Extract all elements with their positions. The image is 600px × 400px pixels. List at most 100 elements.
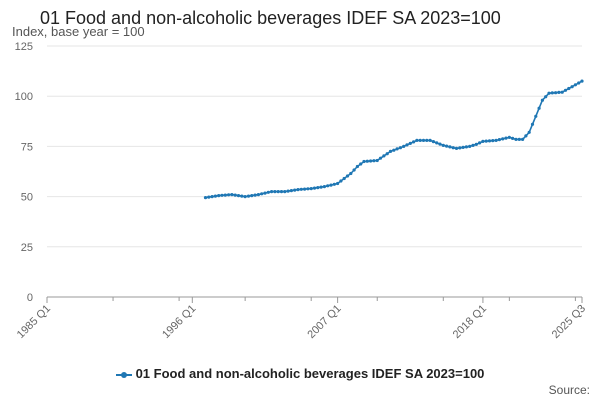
data-point — [461, 145, 465, 149]
data-point — [521, 137, 525, 141]
source-label: Source: — [548, 383, 590, 397]
data-point — [560, 90, 564, 94]
data-point — [355, 164, 359, 169]
data-point — [326, 184, 330, 188]
data-point — [510, 136, 515, 140]
data-point — [388, 149, 393, 153]
data-point — [408, 141, 412, 145]
data-point — [312, 186, 317, 190]
y-tick-label: 25 — [21, 242, 33, 254]
y-tick-label: 100 — [15, 91, 33, 103]
y-tick-label: 75 — [21, 141, 33, 153]
data-point — [299, 187, 303, 191]
data-point — [577, 81, 581, 85]
data-point — [256, 193, 260, 197]
data-point — [530, 122, 535, 126]
data-point — [276, 190, 280, 194]
data-point — [421, 138, 426, 142]
data-point — [263, 191, 267, 195]
x-tick-label: 2025 Q3 — [550, 303, 588, 341]
data-point — [316, 186, 320, 190]
data-point — [385, 152, 389, 156]
data-point — [279, 190, 284, 194]
data-point — [223, 193, 227, 197]
data-point — [540, 98, 545, 102]
data-point — [345, 174, 350, 178]
data-point — [332, 182, 336, 186]
data-point — [431, 140, 435, 144]
data-point — [418, 138, 422, 142]
data-point — [210, 195, 214, 199]
data-point — [524, 134, 528, 138]
data-point — [478, 141, 482, 145]
x-tick-label: 2007 Q1 — [305, 303, 343, 341]
data-point — [527, 130, 531, 134]
data-point — [415, 138, 419, 142]
data-point — [454, 146, 459, 150]
data-point — [537, 106, 541, 110]
data-point — [474, 142, 478, 146]
data-point — [329, 183, 333, 187]
data-point — [468, 144, 472, 148]
data-point — [217, 194, 221, 198]
data-point — [207, 195, 211, 199]
data-point — [303, 187, 307, 191]
data-point — [203, 196, 208, 200]
data-point — [580, 79, 584, 83]
data-point — [398, 146, 402, 150]
data-point — [365, 159, 369, 163]
data-point — [309, 187, 313, 191]
data-point — [501, 137, 505, 141]
data-point — [352, 168, 356, 172]
data-point — [293, 188, 297, 192]
data-point — [445, 144, 449, 148]
data-point — [487, 139, 492, 143]
chart-title: 01 Food and non-alcoholic beverages IDEF… — [40, 8, 501, 28]
data-point — [319, 185, 323, 189]
data-point — [557, 90, 561, 94]
data-point — [227, 193, 231, 197]
data-point — [484, 139, 488, 143]
data-point — [233, 193, 237, 197]
data-point — [438, 142, 442, 146]
data-point — [375, 158, 379, 163]
data-point — [246, 194, 251, 198]
x-tick-label: 1985 Q1 — [15, 303, 53, 341]
data-point — [471, 143, 475, 147]
data-point — [425, 138, 429, 142]
data-point — [570, 85, 574, 89]
data-point — [250, 194, 254, 198]
data-point — [405, 143, 409, 147]
y-tick-label: 50 — [21, 192, 33, 204]
data-point — [296, 188, 300, 192]
data-point — [435, 141, 439, 145]
data-point — [458, 146, 462, 150]
data-point — [402, 144, 406, 148]
data-point — [507, 135, 511, 139]
legend-line-marker-icon — [115, 370, 132, 380]
data-point — [517, 137, 521, 141]
data-point — [378, 156, 383, 160]
data-point — [349, 171, 353, 176]
series-line — [205, 80, 583, 199]
data-point — [544, 95, 548, 99]
data-point — [550, 91, 554, 95]
data-point — [220, 193, 224, 197]
data-point — [283, 190, 287, 194]
data-point — [260, 192, 264, 196]
data-point — [481, 139, 485, 143]
data-point — [372, 159, 376, 163]
data-point — [428, 138, 432, 142]
chart-legend[interactable]: 01 Food and non-alcoholic beverages IDEF… — [0, 366, 600, 381]
data-point — [448, 145, 452, 149]
data-point — [554, 91, 558, 95]
data-point — [266, 190, 270, 194]
data-point — [336, 181, 340, 186]
data-point — [441, 143, 445, 147]
data-point — [395, 147, 399, 151]
data-point — [451, 146, 455, 150]
data-point — [547, 91, 551, 95]
data-point — [342, 176, 346, 181]
data-point — [382, 154, 386, 158]
